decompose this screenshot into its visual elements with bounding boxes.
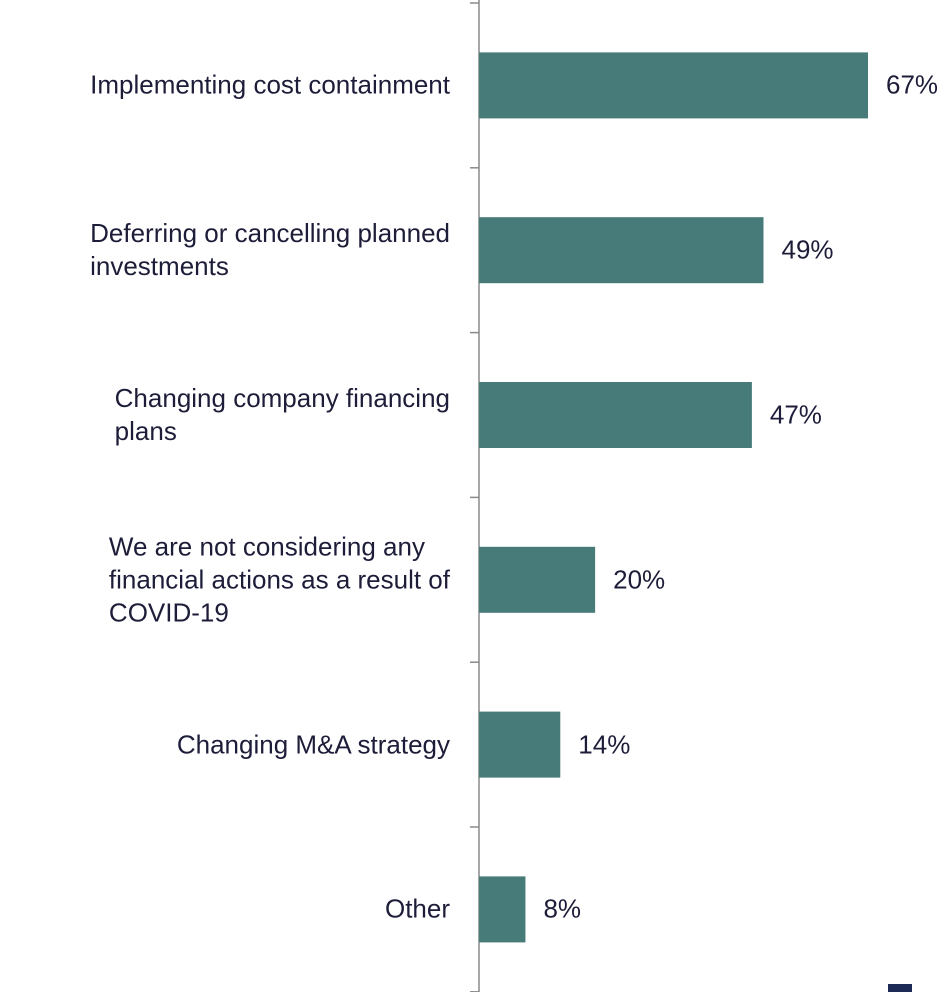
category-label: Deferring or cancelling planned investme… (90, 218, 450, 282)
bar (479, 217, 764, 284)
category-label: Implementing cost containment (90, 69, 450, 100)
value-label: 20% (613, 564, 666, 595)
bar (479, 546, 596, 613)
value-label: 14% (578, 729, 631, 760)
value-label: 8% (543, 893, 582, 924)
bar (479, 711, 561, 778)
bar (479, 52, 869, 119)
value-label: 67% (886, 69, 939, 100)
bar (479, 876, 526, 943)
value-label: 49% (781, 234, 834, 265)
bar (479, 382, 752, 448)
category-label: Changing M&A strategy (176, 729, 450, 760)
category-label: Changing company financing plans (114, 383, 450, 446)
logo-fragment (888, 984, 912, 992)
category-label: Other (384, 893, 450, 924)
value-label: 47% (769, 399, 822, 430)
category-label: We are not considering any financial act… (108, 531, 450, 628)
